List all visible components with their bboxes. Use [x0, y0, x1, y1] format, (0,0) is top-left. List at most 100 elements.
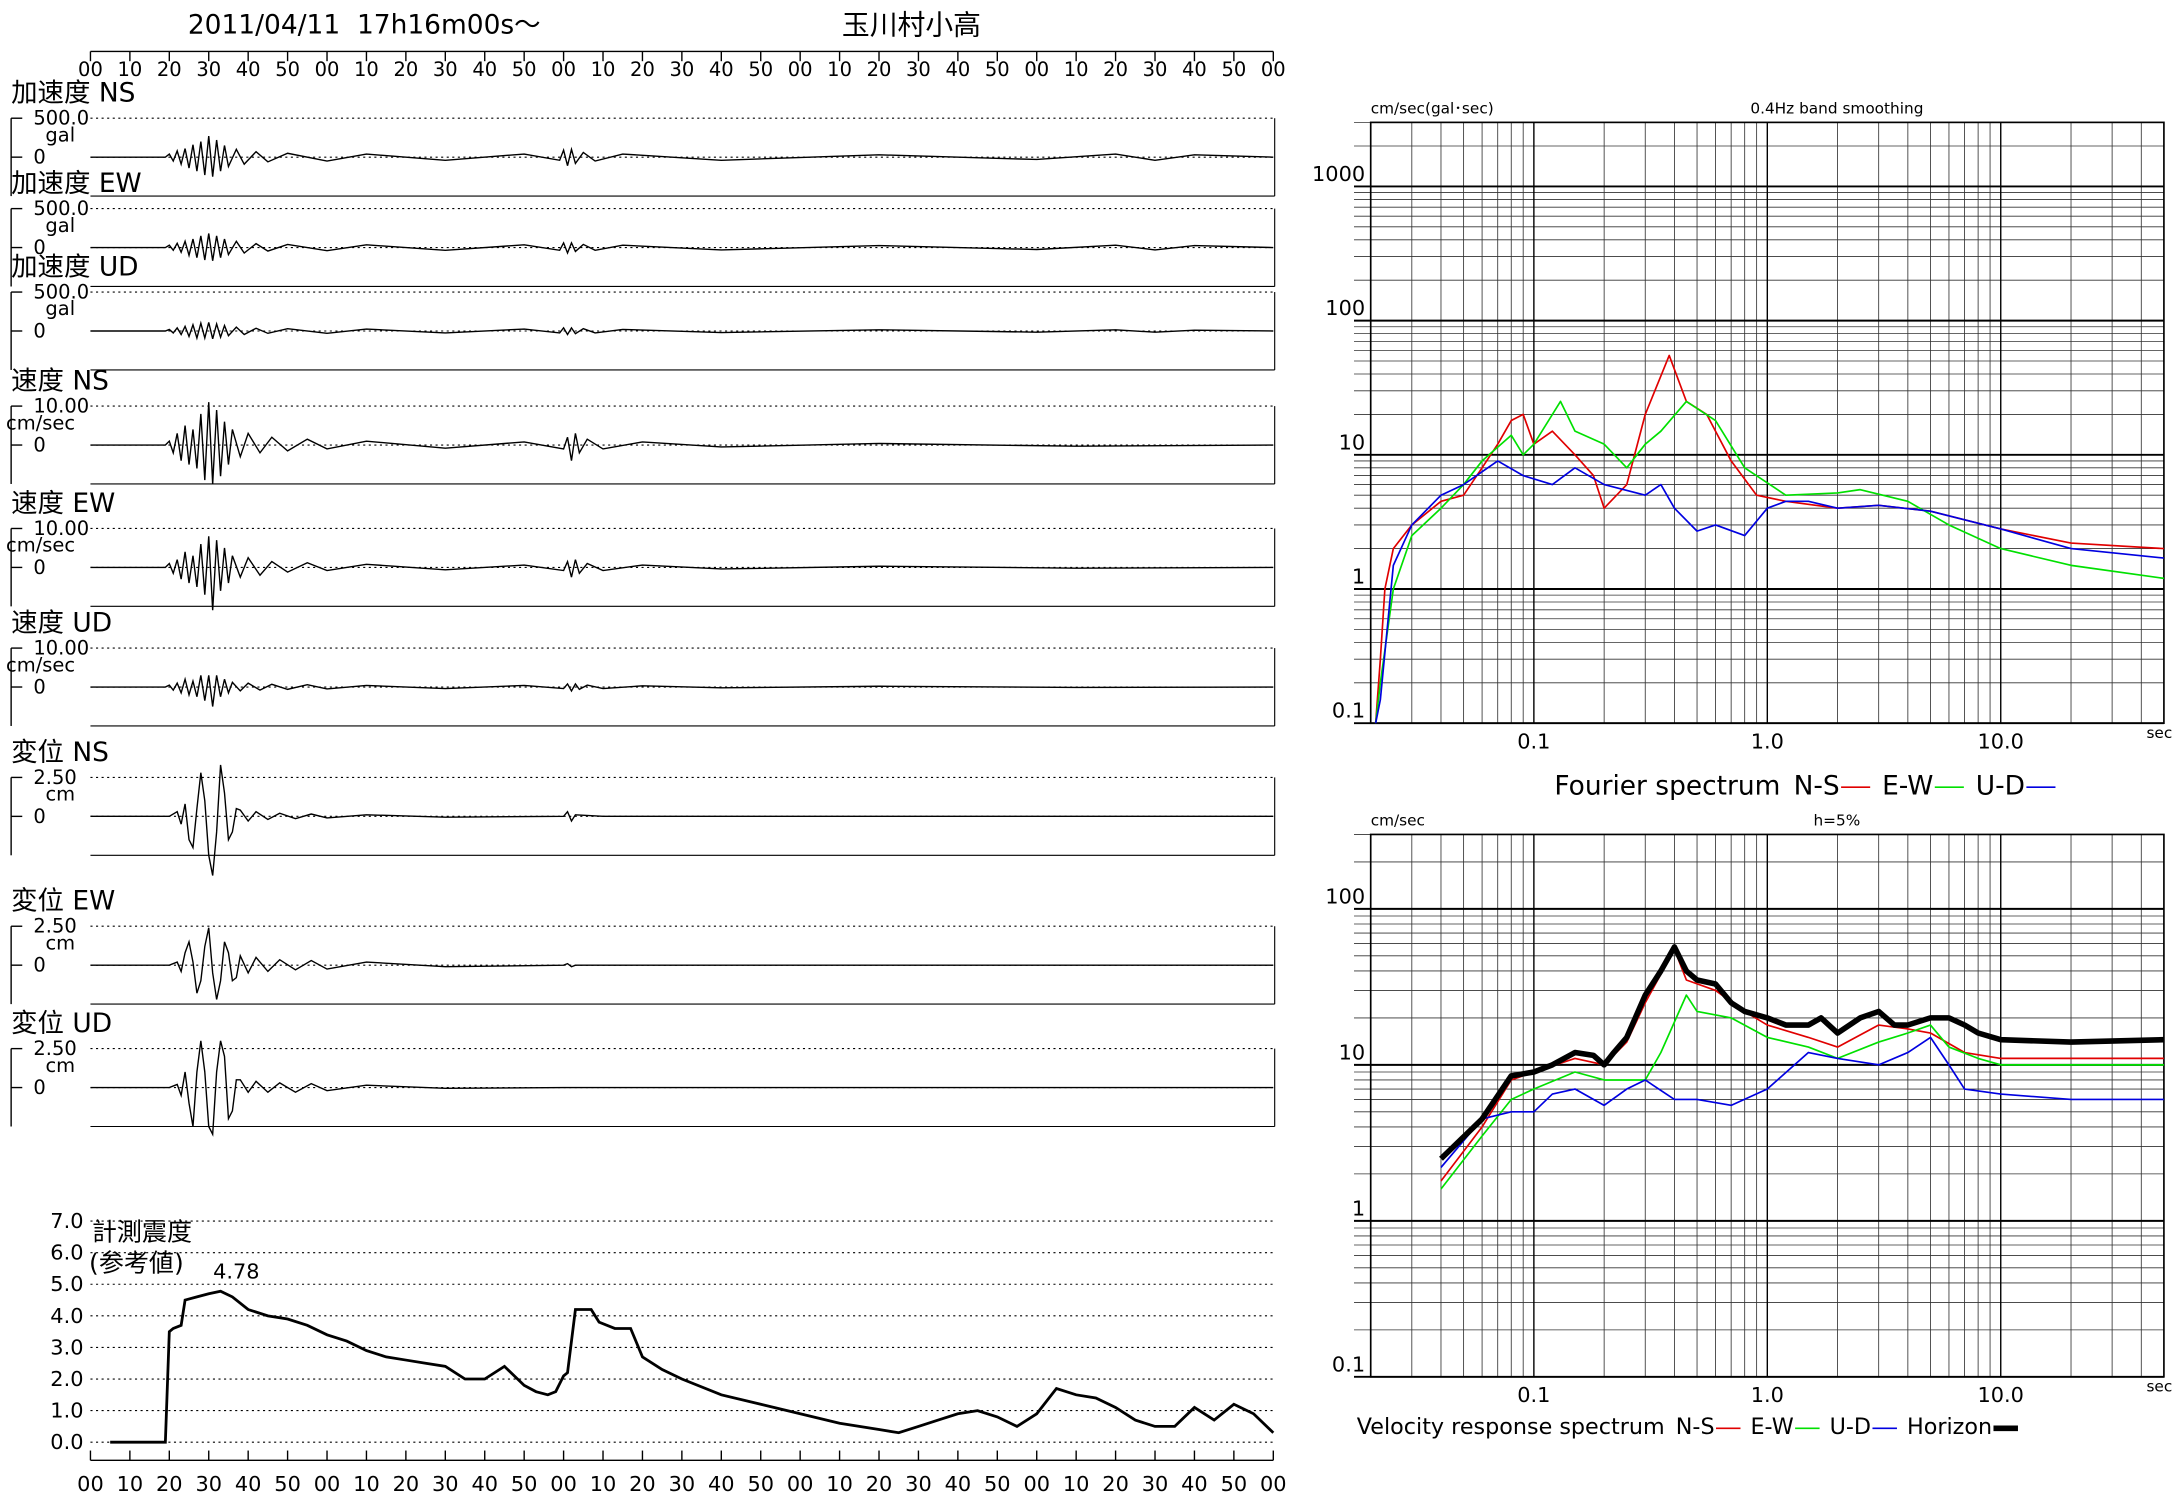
x-axis-label: sec — [2146, 724, 2172, 742]
x-tick-label: 40 — [709, 58, 734, 81]
x-tick-label: 40 — [235, 1472, 262, 1496]
x-tick-label: 20 — [393, 58, 418, 81]
waveform-trace — [90, 536, 1274, 611]
x-tick-label: 10 — [117, 1472, 144, 1496]
x-tick-label: 40 — [472, 58, 497, 81]
spectrum-line — [1440, 1036, 2164, 1168]
panel-name: 変位 UD — [11, 1008, 112, 1039]
waveform-trace — [90, 927, 1274, 1000]
x-tick-label: 10 — [117, 58, 142, 81]
unit-label: cm — [45, 1054, 75, 1077]
x-tick-label: 50 — [985, 58, 1010, 81]
y-tick-label: 1.0 — [50, 1399, 83, 1423]
x-tick-label: 10 — [590, 1472, 617, 1496]
x-tick-label: 00 — [1023, 1472, 1050, 1496]
panel-name: 加速度 NS — [11, 78, 135, 109]
y-tick-label: 500.0 — [33, 107, 89, 130]
y-axis-label: cm/sec(gal･sec) — [1371, 99, 1494, 117]
y-tick-label: 1 — [1352, 1196, 1365, 1220]
x-tick-label: 20 — [866, 1472, 893, 1496]
x-tick-label: 40 — [236, 58, 261, 81]
waveform-trace — [90, 320, 1274, 341]
x-tick-label: 00 — [315, 58, 340, 81]
legend-label: Horizon — [1907, 1414, 1992, 1440]
x-tick-label: 00 — [78, 58, 103, 81]
x-tick-label: 20 — [867, 58, 892, 81]
x-tick-label: 10 — [353, 1472, 380, 1496]
y-tick-label: 0 — [33, 236, 45, 259]
y-tick-label: 0 — [33, 954, 45, 977]
x-tick-label: 10 — [1064, 58, 1089, 81]
x-tick-label: 40 — [1181, 1472, 1208, 1496]
unit-label: cm/sec — [6, 653, 75, 676]
x-tick-label: 10 — [826, 1472, 853, 1496]
record-datetime: 2011/04/11 17h16m00s〜 — [188, 10, 541, 41]
x-tick-label: 20 — [629, 1472, 656, 1496]
x-tick-label: 00 — [1024, 58, 1049, 81]
x-tick-label: 10.0 — [1978, 729, 2024, 753]
x-tick-label: 50 — [1221, 1472, 1248, 1496]
panel-name: 変位 EW — [11, 886, 115, 917]
waveform-trace — [90, 675, 1274, 707]
y-tick-label: 500.0 — [33, 281, 89, 304]
x-tick-label: 40 — [945, 58, 970, 81]
chart-subtitle: h=5% — [1813, 812, 1860, 830]
panel-name: 速度 EW — [11, 488, 115, 519]
x-tick-label: 30 — [1142, 1472, 1169, 1496]
x-tick-label: 10 — [1063, 1472, 1090, 1496]
panel-name: 加速度 EW — [11, 168, 142, 199]
y-tick-label: 0 — [33, 805, 45, 828]
x-tick-label: 00 — [77, 1472, 104, 1496]
x-tick-label: 40 — [708, 1472, 735, 1496]
panel-name: 加速度 UD — [11, 252, 138, 283]
spectrum-line — [1374, 400, 2165, 724]
panel-name: 速度 UD — [11, 608, 112, 639]
station-name: 玉川村小高 — [842, 9, 981, 42]
x-tick-label: 00 — [551, 58, 576, 81]
x-tick-label: 00 — [314, 1472, 341, 1496]
legend-label: N-S — [1676, 1414, 1715, 1440]
y-tick-label: 4.0 — [50, 1304, 83, 1328]
y-tick-label: 0 — [33, 319, 45, 342]
y-tick-label: 0.1 — [1332, 1352, 1365, 1376]
unit-label: cm/sec — [6, 411, 75, 434]
x-tick-label: 40 — [945, 1472, 972, 1496]
y-tick-label: 100 — [1325, 884, 1365, 908]
y-tick-label: 0.1 — [1332, 699, 1365, 723]
x-tick-label: 20 — [1103, 58, 1128, 81]
x-tick-label: 40 — [1182, 58, 1207, 81]
x-tick-label: 10.0 — [1978, 1383, 2024, 1407]
legend-label: U-D — [1976, 770, 2025, 801]
y-tick-label: 3.0 — [50, 1335, 83, 1359]
x-tick-label: 10 — [354, 58, 379, 81]
y-tick-label: 2.50 — [33, 915, 76, 938]
chart-title: 計測震度 — [92, 1218, 192, 1247]
x-tick-label: 00 — [550, 1472, 577, 1496]
waveform-trace — [90, 402, 1274, 485]
x-tick-label: 00 — [788, 58, 813, 81]
legend-label: N-S — [1794, 770, 1840, 801]
x-tick-label: 20 — [156, 1472, 183, 1496]
x-tick-label: 40 — [471, 1472, 498, 1496]
x-tick-label: 30 — [433, 58, 458, 81]
chart-subtitle: (参考値) — [89, 1248, 184, 1277]
x-tick-label: 20 — [630, 58, 655, 81]
x-tick-label: 00 — [1261, 58, 1286, 81]
x-tick-label: 20 — [157, 58, 182, 81]
x-tick-label: 50 — [984, 1472, 1011, 1496]
legend-label: E-W — [1751, 1414, 1794, 1440]
chart-title: Fourier spectrum — [1554, 770, 1780, 801]
x-tick-label: 1.0 — [1751, 1383, 1784, 1407]
y-tick-label: 100 — [1325, 296, 1365, 320]
waveform-trace — [90, 1040, 1274, 1137]
y-tick-label: 10 — [1339, 430, 1366, 454]
unit-label: gal — [45, 297, 75, 320]
x-tick-label: 30 — [195, 1472, 222, 1496]
y-tick-label: 2.50 — [33, 766, 76, 789]
chart-subtitle: 0.4Hz band smoothing — [1750, 99, 1923, 117]
y-tick-label: 10.00 — [33, 517, 89, 540]
waveform-trace — [90, 764, 1274, 876]
legend-label: E-W — [1882, 770, 1933, 801]
